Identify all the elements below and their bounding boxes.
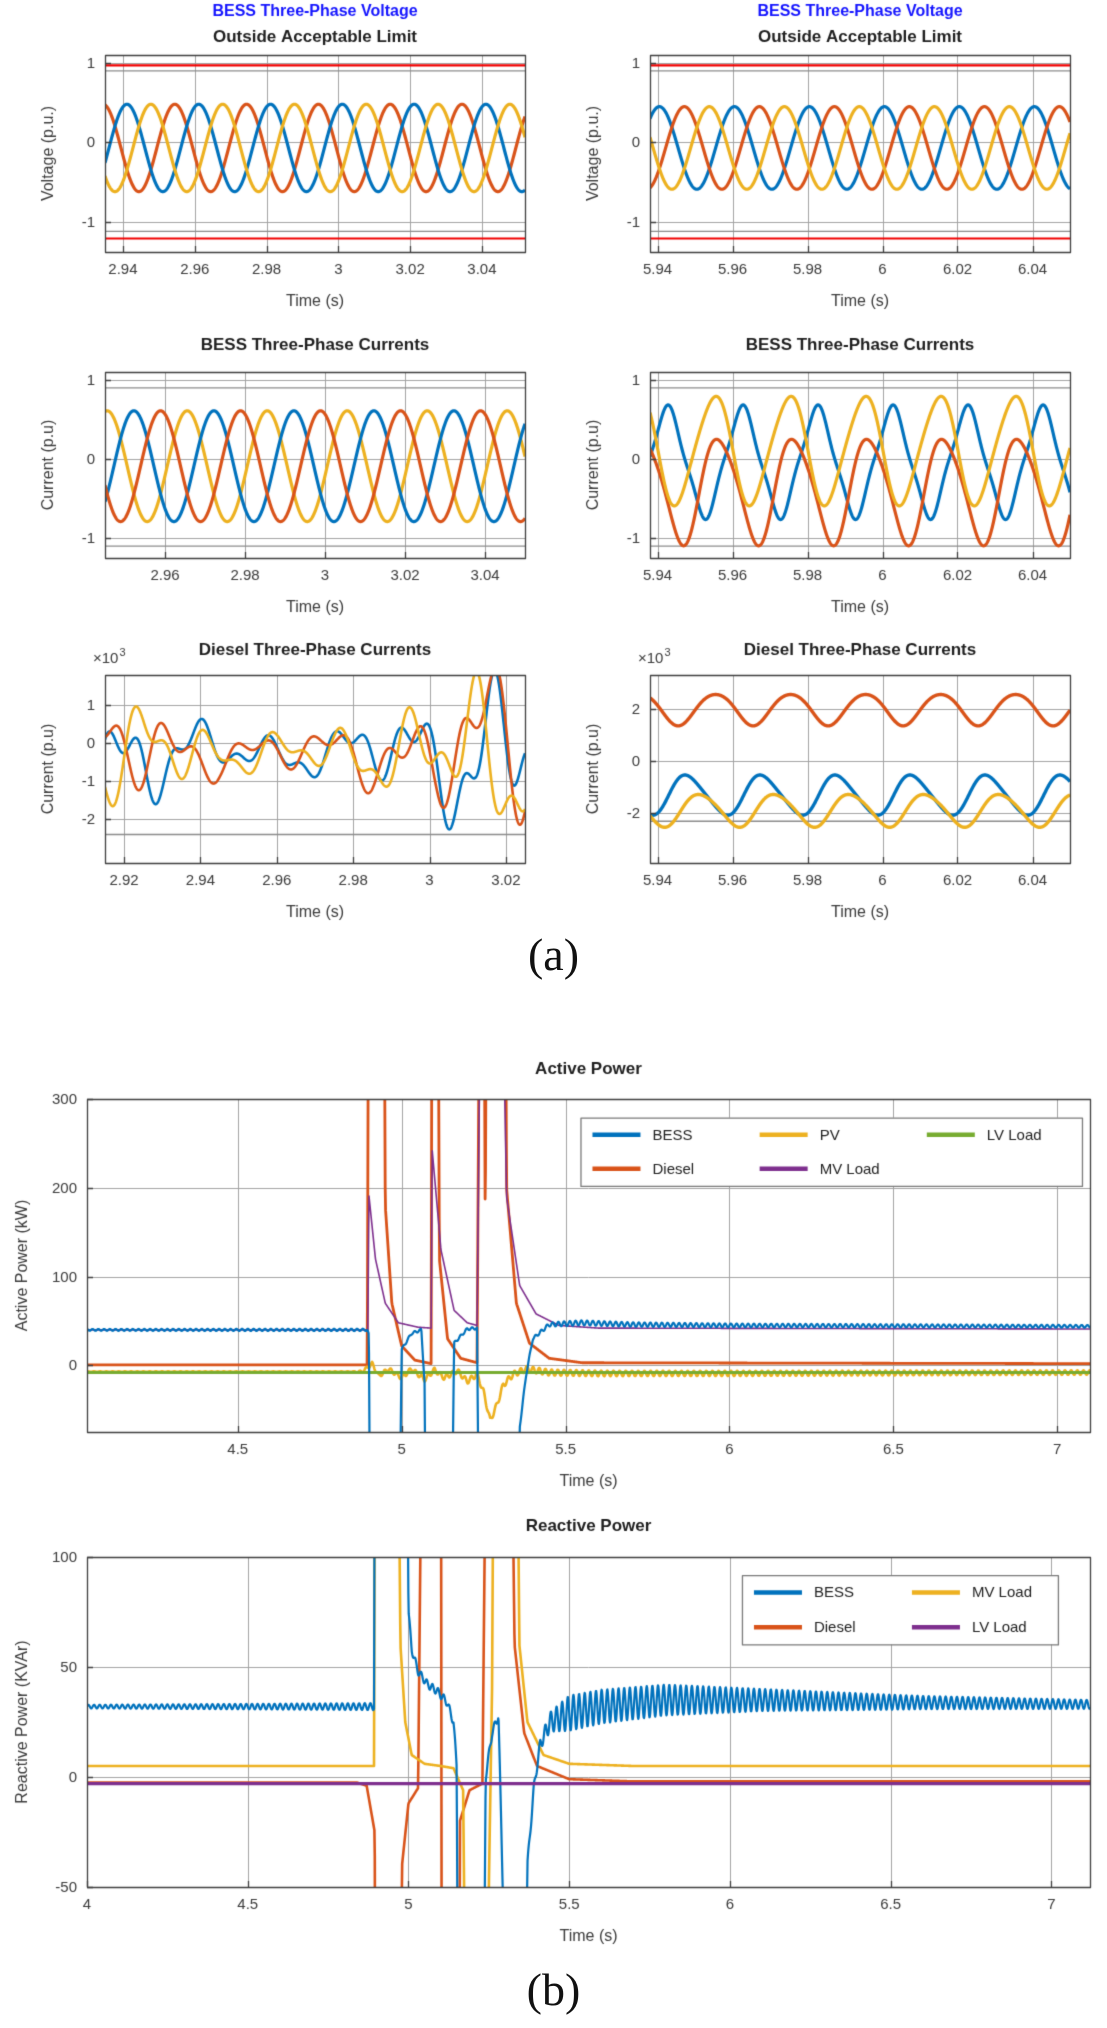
- bess-voltage-left-chart: [28, 0, 536, 318]
- active-power-chart: [0, 1040, 1107, 1495]
- part-a-label: (a): [527, 929, 580, 980]
- diesel-current-left-chart: [28, 625, 536, 955]
- part-b-label: (b): [526, 1964, 581, 2015]
- diesel-current-right-chart: [573, 625, 1081, 955]
- bess-current-right-chart: [573, 322, 1081, 622]
- bess-voltage-right-chart: [573, 0, 1081, 318]
- bess-current-left-chart: [28, 322, 536, 622]
- reactive-power-chart: [0, 1495, 1107, 1970]
